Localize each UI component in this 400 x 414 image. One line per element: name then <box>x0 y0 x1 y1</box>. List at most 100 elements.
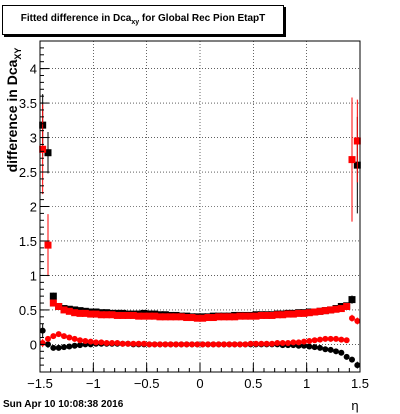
data-point-square <box>119 311 127 319</box>
data-point-square <box>140 312 148 320</box>
chart-title-box: Fitted difference in Dcaxy for Global Re… <box>2 5 284 35</box>
data-point-square <box>241 312 249 320</box>
y-tick-label: 1 <box>30 268 37 283</box>
data-point-circle <box>301 342 307 349</box>
data-point-square <box>209 314 217 322</box>
data-point-circle <box>215 341 222 348</box>
data-point-circle <box>205 341 211 348</box>
data-point-circle <box>221 341 227 348</box>
data-point-square <box>167 313 175 321</box>
data-point-square <box>129 311 137 319</box>
y-axis-label-subscript: XY <box>13 48 23 60</box>
data-point-square <box>92 310 100 318</box>
data-point-square <box>348 296 356 304</box>
data-markers <box>39 94 361 369</box>
data-point-circle <box>317 336 323 343</box>
data-point-circle <box>114 340 121 347</box>
data-point-circle <box>322 346 329 353</box>
data-point-square <box>289 310 297 318</box>
grid-lines <box>40 41 360 372</box>
data-point-square <box>60 306 68 314</box>
data-point-circle <box>77 337 83 344</box>
data-point-square <box>183 314 191 322</box>
data-point-circle <box>263 340 270 347</box>
data-point-circle <box>295 339 302 346</box>
data-point-circle <box>237 341 243 348</box>
data-point-circle <box>199 341 206 348</box>
data-point-square <box>204 314 212 322</box>
data-point-circle <box>194 341 201 348</box>
data-point-circle <box>231 341 238 348</box>
data-point-circle <box>151 341 158 348</box>
data-point-square <box>348 156 356 164</box>
data-point-circle <box>141 340 147 347</box>
data-point-circle <box>247 340 254 347</box>
data-point-square <box>151 312 159 320</box>
data-point-circle <box>71 342 78 349</box>
data-point-circle <box>103 340 110 347</box>
data-point-circle <box>61 333 67 340</box>
data-point-circle <box>269 340 275 347</box>
data-point-square <box>327 306 335 314</box>
y-tick-label: 3.5 <box>19 96 37 111</box>
data-point-circle <box>354 362 361 369</box>
data-point-square <box>284 310 292 318</box>
data-point-square <box>353 137 361 145</box>
data-point-circle <box>242 341 249 348</box>
data-point-square <box>76 309 84 317</box>
data-point-square <box>321 307 329 315</box>
data-point-square <box>156 313 164 321</box>
data-point-circle <box>66 334 73 341</box>
y-tick-label: 2 <box>30 200 37 215</box>
data-point-circle <box>50 344 57 351</box>
data-point-square <box>49 292 57 300</box>
y-tick-label: 4 <box>30 62 37 77</box>
data-point-square <box>161 313 169 321</box>
data-point-circle <box>349 315 355 322</box>
data-point-circle <box>306 337 313 344</box>
data-point-circle <box>130 340 137 347</box>
data-point-square <box>49 299 57 307</box>
data-point-square <box>263 311 271 319</box>
data-point-square <box>343 302 351 310</box>
data-point-circle <box>55 344 62 351</box>
data-point-circle <box>349 356 355 363</box>
data-point-square <box>193 314 201 322</box>
data-point-circle <box>55 331 62 338</box>
x-tick-label: 0 <box>196 376 203 391</box>
data-point-circle <box>135 340 142 347</box>
data-point-circle <box>285 340 291 347</box>
data-point-circle <box>125 340 131 347</box>
chart-title-suffix: for Global Rec Pion EtapT <box>139 13 266 24</box>
data-point-circle <box>93 339 99 346</box>
x-tick-label: −1.5 <box>27 376 53 391</box>
data-point-circle <box>189 341 195 348</box>
axis-ticks <box>39 40 361 372</box>
data-point-square <box>135 312 143 320</box>
data-point-circle <box>61 344 67 351</box>
data-point-square <box>225 313 233 321</box>
data-point-square <box>188 314 196 322</box>
y-tick-label: 3 <box>30 131 37 146</box>
data-point-circle <box>226 341 233 348</box>
data-point-circle <box>322 335 329 342</box>
data-point-circle <box>82 337 89 344</box>
x-tick-label: 0.5 <box>244 376 262 391</box>
data-point-square <box>268 311 276 319</box>
data-point-circle <box>71 335 78 342</box>
data-point-circle <box>333 348 339 355</box>
data-point-circle <box>290 339 297 346</box>
data-point-circle <box>338 349 345 356</box>
x-tick-label: −0.5 <box>134 376 160 391</box>
data-point-circle <box>327 346 334 353</box>
data-point-circle <box>333 335 339 342</box>
x-tick-label: −1 <box>86 376 101 391</box>
data-point-square <box>220 313 228 321</box>
x-tick-label: 1 <box>303 376 310 391</box>
data-point-circle <box>173 341 179 348</box>
data-point-circle <box>183 341 190 348</box>
y-axis-label: difference in DcaXY <box>4 48 23 173</box>
data-point-circle <box>258 340 265 347</box>
data-point-square <box>279 311 287 319</box>
